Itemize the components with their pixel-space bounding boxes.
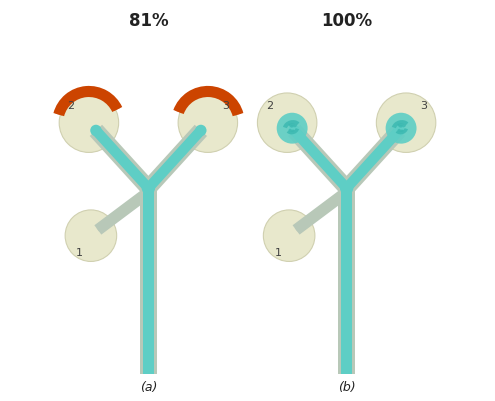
Polygon shape <box>92 128 152 192</box>
Circle shape <box>90 126 101 137</box>
Polygon shape <box>97 191 149 232</box>
Circle shape <box>386 113 416 144</box>
Polygon shape <box>291 128 350 192</box>
Text: 3: 3 <box>420 101 427 111</box>
Text: (a): (a) <box>140 380 157 393</box>
Polygon shape <box>90 126 154 194</box>
Polygon shape <box>143 188 153 375</box>
Polygon shape <box>140 188 157 375</box>
Polygon shape <box>145 128 204 192</box>
Polygon shape <box>288 126 353 194</box>
Polygon shape <box>343 128 403 192</box>
Polygon shape <box>293 188 350 235</box>
Circle shape <box>65 211 117 262</box>
Circle shape <box>340 182 353 195</box>
Circle shape <box>257 94 317 153</box>
Polygon shape <box>95 188 152 235</box>
Polygon shape <box>295 191 348 232</box>
Text: (b): (b) <box>338 380 355 393</box>
Text: 1: 1 <box>76 248 83 258</box>
Text: 100%: 100% <box>321 12 372 30</box>
Polygon shape <box>142 126 207 194</box>
Text: 81%: 81% <box>129 12 168 30</box>
Circle shape <box>277 113 307 144</box>
Text: 3: 3 <box>222 101 229 111</box>
Circle shape <box>289 126 300 137</box>
Text: 1: 1 <box>275 248 282 258</box>
Polygon shape <box>338 188 355 375</box>
Circle shape <box>376 94 436 153</box>
Text: 2: 2 <box>266 101 273 111</box>
Circle shape <box>394 126 405 137</box>
Polygon shape <box>342 188 352 375</box>
Text: 2: 2 <box>67 101 75 111</box>
Circle shape <box>142 182 155 195</box>
Circle shape <box>263 211 315 262</box>
Circle shape <box>195 126 206 137</box>
Circle shape <box>178 94 238 153</box>
Circle shape <box>59 94 119 153</box>
Polygon shape <box>341 126 405 194</box>
